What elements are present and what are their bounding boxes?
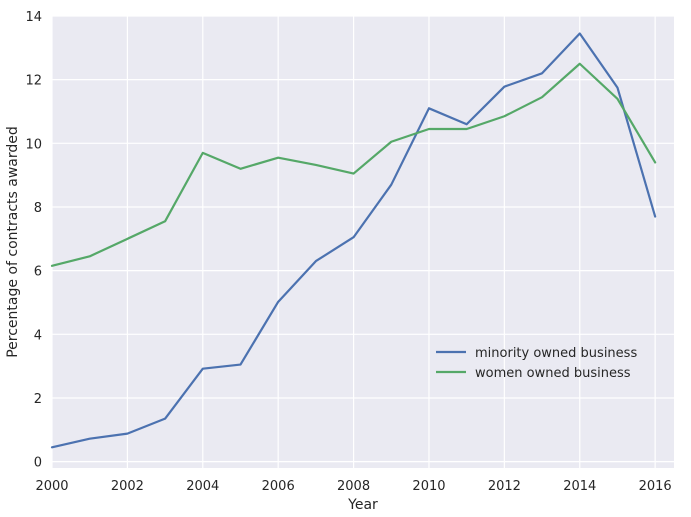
y-tick-label: 6 — [34, 265, 42, 280]
grid-lines — [51, 15, 674, 468]
x-tick-labels: 2000 2002 2004 2006 2008 2010 2012 2014 2016 — [35, 479, 671, 494]
plot-background — [52, 16, 674, 468]
y-tick-label: 2 — [34, 392, 42, 407]
y-tick-label: 4 — [34, 328, 42, 343]
x-tick-label: 2012 — [488, 479, 521, 494]
y-tick-label: 8 — [34, 201, 42, 216]
legend-label-minority-owned: minority owned business — [475, 346, 637, 361]
series-lines — [50, 32, 657, 449]
x-axis-label: Year — [347, 497, 378, 513]
x-tick-label: 2008 — [337, 479, 370, 494]
x-tick-label: 2016 — [639, 479, 672, 494]
x-tick-label: 2002 — [111, 479, 144, 494]
y-axis-label: Percentage of contracts awarded — [5, 126, 21, 358]
y-tick-label: 0 — [34, 456, 42, 471]
y-tick-label: 14 — [25, 10, 42, 25]
y-tick-label: 12 — [25, 74, 42, 89]
legend-label-women-owned: women owned business — [475, 366, 631, 381]
legend: minority owned business women owned busin… — [436, 346, 637, 381]
x-tick-label: 2000 — [35, 479, 68, 494]
x-tick-label: 2010 — [412, 479, 445, 494]
series-line-minority-owned — [50, 32, 657, 449]
x-tick-label: 2004 — [186, 479, 219, 494]
x-tick-label: 2014 — [563, 479, 596, 494]
y-tick-labels: 0 2 4 6 8 10 12 14 — [25, 10, 42, 471]
x-tick-label: 2006 — [262, 479, 295, 494]
series-line-women-owned — [50, 62, 657, 267]
y-tick-label: 10 — [25, 137, 42, 152]
